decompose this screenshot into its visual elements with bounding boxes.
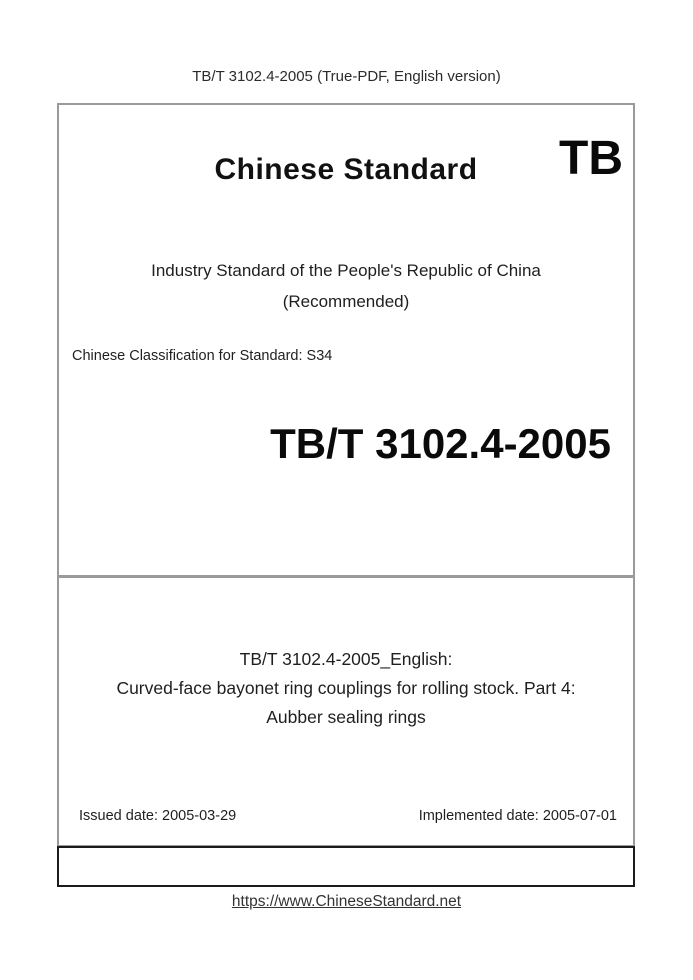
document-title-line: Curved-face bayonet ring couplings for r… <box>116 678 576 698</box>
standard-prefix-code: TB <box>559 132 623 185</box>
implemented-date: Implemented date: 2005-07-01 <box>418 808 617 824</box>
document-header-note: TB/T 3102.4-2005 (True-PDF, English vers… <box>192 68 501 85</box>
footer-link-wrap: https://www.ChineseStandard.net <box>0 893 693 911</box>
standard-number: TB/T 3102.4-2005 <box>270 420 611 467</box>
issued-date: Issued date: 2005-03-29 <box>79 808 237 824</box>
recommended-label: (Recommended) <box>282 292 410 311</box>
brand-title: Chinese Standard <box>214 153 478 186</box>
website-link[interactable]: https://www.ChineseStandard.net <box>231 893 462 910</box>
dates-row: Issued date: 2005-03-29 Implemented date… <box>59 808 633 824</box>
standard-cover-box: Chinese Standard TB Industry Standard of… <box>57 103 635 847</box>
document-title-line: Aubber sealing rings <box>266 707 426 727</box>
section-divider <box>57 575 635 578</box>
footer-empty-box <box>57 846 635 887</box>
document-title-block: TB/T 3102.4-2005_English: Curved-face ba… <box>59 645 633 732</box>
issuing-org-block: Industry Standard of the People's Republ… <box>59 255 633 317</box>
document-title-line: TB/T 3102.4-2005_English: <box>239 649 453 669</box>
issuing-org-line: Industry Standard of the People's Republ… <box>151 261 541 280</box>
classification-code: Chinese Classification for Standard: S34 <box>72 348 333 364</box>
